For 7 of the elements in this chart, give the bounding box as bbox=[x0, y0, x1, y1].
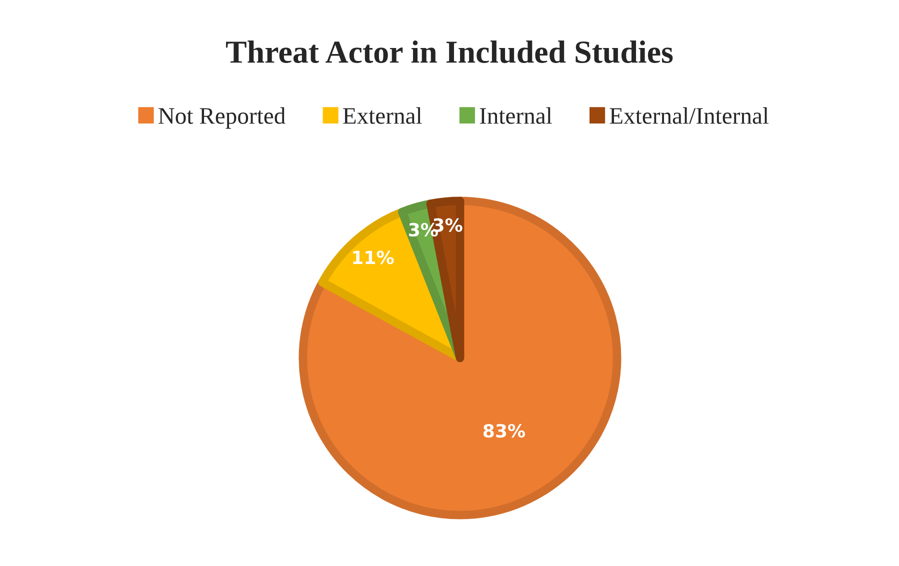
legend-label: Internal bbox=[480, 107, 552, 124]
data-label: 83% bbox=[483, 424, 526, 438]
chart-title: Threat Actor in Included Studies bbox=[226, 40, 673, 64]
legend-label: External/Internal bbox=[610, 107, 769, 124]
data-label: 11% bbox=[353, 250, 394, 264]
legend-label: Not Reported bbox=[158, 107, 286, 129]
legend-label: External bbox=[343, 107, 422, 124]
